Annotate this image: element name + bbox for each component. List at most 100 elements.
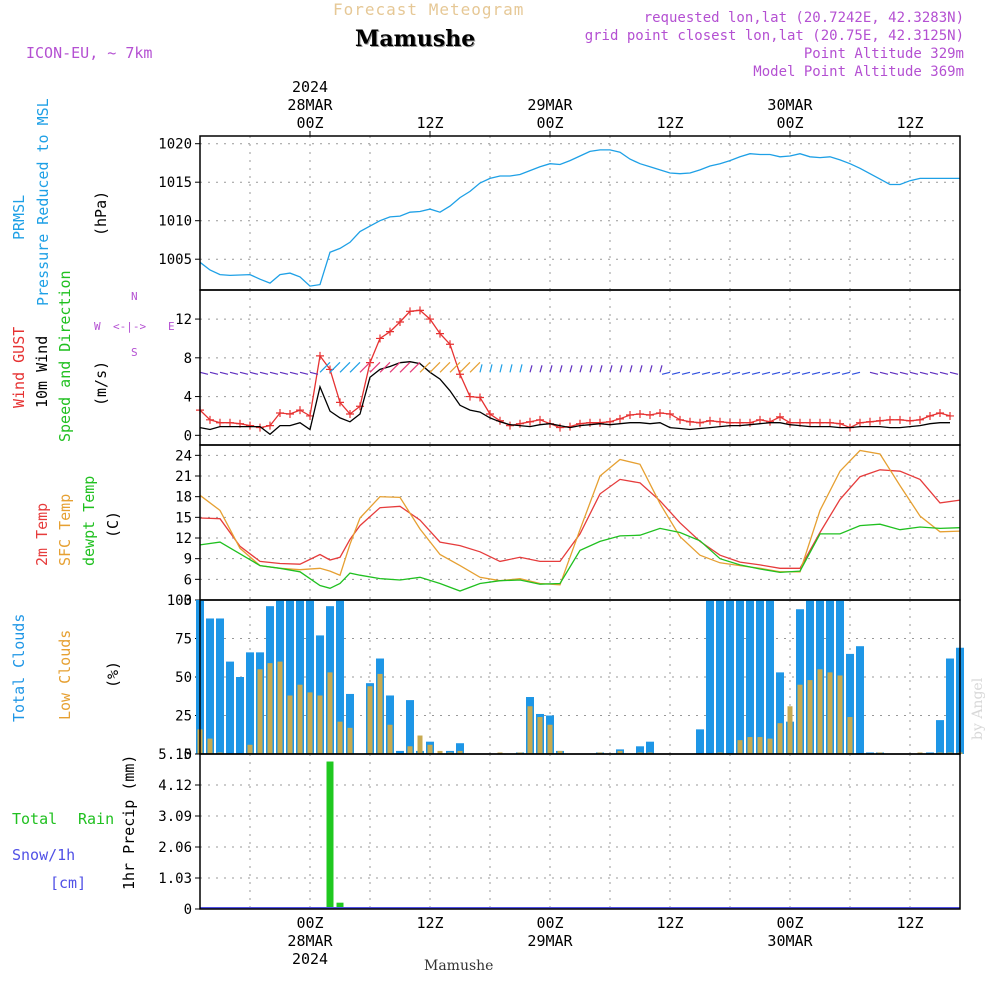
gust-point	[476, 393, 484, 402]
wind-direction-arrow	[279, 371, 289, 375]
series-line-dewpt-temp	[199, 523, 961, 592]
total-cloud-bar	[716, 600, 724, 754]
total-cloud-bar	[736, 600, 744, 754]
top-axis-hour: 00Z	[536, 114, 563, 132]
wind-direction-arrow	[711, 371, 721, 375]
gust-point	[716, 417, 724, 426]
wind-direction-arrow	[589, 365, 593, 373]
low-cloud-bar	[277, 661, 283, 754]
low-cloud-bar	[847, 717, 853, 754]
wind-direction-arrow	[519, 364, 523, 373]
gust-point	[936, 409, 944, 418]
grid-point-coords: grid point closest lon,lat (20.75E, 42.3…	[584, 28, 964, 44]
label-pressure-msl: Pressure Reduced to MSL	[34, 98, 52, 306]
wind-direction-arrow	[419, 361, 431, 373]
low-cloud-bar	[807, 680, 813, 754]
wind-direction-arrow	[379, 361, 391, 373]
wind-direction-arrow	[449, 361, 461, 373]
wind-direction-arrow	[751, 371, 761, 375]
gust-point	[516, 419, 524, 428]
wind-direction-arrow	[609, 365, 613, 373]
total-cloud-bar	[226, 661, 234, 754]
low-cloud-bar	[747, 737, 753, 754]
low-cloud-bar	[297, 684, 303, 754]
wind-direction-arrow	[209, 371, 219, 375]
y-tick-label: 1.03	[158, 871, 192, 887]
total-cloud-bar	[456, 743, 464, 754]
y-tick-label: 12	[175, 531, 192, 547]
low-cloud-bar	[947, 752, 953, 754]
y-tick-label: 15	[175, 510, 192, 526]
location-title: Mamushe	[355, 26, 476, 52]
low-cloud-bar	[317, 695, 323, 754]
gust-point	[266, 421, 274, 430]
gust-point	[746, 418, 754, 427]
total-cloud-bar	[746, 600, 754, 754]
low-cloud-bar	[347, 727, 353, 754]
gust-point	[916, 415, 924, 424]
wind-direction-arrow	[429, 361, 441, 373]
wind-direction-arrow	[499, 364, 503, 373]
wind-direction-arrow	[339, 361, 351, 373]
bottom-axis-hour: 00Z	[536, 914, 563, 932]
low-cloud-bar	[837, 675, 843, 754]
low-cloud-bar	[407, 746, 413, 754]
total-cloud-bar	[216, 618, 224, 754]
y-tick-label: 1010	[158, 214, 192, 230]
low-cloud-bar	[877, 752, 883, 754]
y-tick-label: 4.12	[158, 778, 192, 794]
total-cloud-bar	[346, 693, 354, 754]
total-cloud-bar	[706, 600, 714, 754]
bottom-axis-hour: 00Z	[296, 914, 323, 932]
total-cloud-bar	[946, 658, 954, 754]
total-cloud-bar	[866, 752, 874, 754]
wind-direction-arrow	[579, 365, 583, 373]
gust-point	[286, 410, 294, 418]
wind-direction-arrow	[309, 371, 319, 375]
gust-point	[276, 409, 284, 418]
gust-point	[206, 415, 214, 424]
label-celsius: (C)	[104, 510, 122, 538]
gust-point	[456, 370, 464, 379]
total-cloud-bar	[756, 600, 764, 754]
gust-point	[946, 411, 954, 420]
total-cloud-bar	[236, 677, 244, 754]
y-tick-label: 75	[175, 632, 192, 648]
y-tick-label: 0	[184, 428, 192, 444]
wind-direction-arrow	[479, 364, 483, 373]
wind-direction-arrow	[949, 371, 959, 375]
low-cloud-bar	[287, 695, 293, 754]
gust-point	[416, 306, 424, 315]
gust-point	[666, 410, 674, 418]
wind-direction-arrow	[539, 365, 543, 373]
total-cloud-bar	[776, 672, 784, 754]
y-tick-label: 8	[184, 351, 192, 367]
wind-direction-arrow	[299, 371, 309, 375]
y-tick-label: 50	[175, 670, 192, 686]
wind-direction-arrow	[439, 361, 451, 373]
label-low-clouds: Low Clouds	[56, 629, 74, 720]
total-cloud-bar	[296, 600, 304, 754]
wind-direction-arrow	[869, 371, 879, 375]
gust-point	[246, 421, 254, 430]
low-cloud-bar	[787, 706, 793, 754]
low-cloud-bar	[537, 717, 543, 754]
rain-bar	[336, 902, 344, 909]
y-tick-label: 0	[184, 747, 192, 763]
wind-direction-arrow	[801, 371, 811, 375]
low-cloud-bar	[257, 669, 263, 754]
top-axis-hour: 00Z	[776, 114, 803, 132]
wind-direction-arrow	[741, 371, 751, 375]
total-cloud-bar	[316, 635, 324, 754]
wind-direction-arrow	[389, 361, 401, 373]
panel-frame	[199, 753, 961, 910]
compass-w: W	[94, 320, 101, 333]
gust-point	[536, 415, 544, 424]
gust-point	[686, 417, 694, 426]
gust-point	[696, 418, 704, 427]
low-cloud-bar	[557, 750, 563, 754]
wind-direction-arrow	[229, 371, 239, 375]
label-wind-gust: Wind GUST	[10, 326, 28, 408]
gust-point	[776, 412, 784, 421]
wind-direction-arrow	[319, 361, 331, 373]
